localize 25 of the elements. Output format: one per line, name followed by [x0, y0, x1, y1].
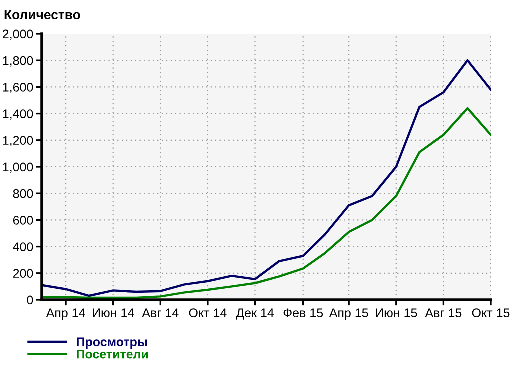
x-tick-label: Окт 14: [189, 308, 227, 318]
x-tick-label: Авг 15: [425, 308, 462, 318]
y-tick-label: 1,600: [3, 83, 34, 94]
x-tick-label: Апр 15: [329, 308, 368, 320]
x-tick-label: Июн 15: [376, 308, 418, 318]
y-tick-label: 1,200: [3, 136, 34, 147]
y-axis-title: Количество: [4, 10, 80, 20]
x-tick-label: Окт 15: [472, 308, 510, 318]
y-tick-label: 0: [27, 296, 34, 305]
x-tick-label: Авг 14: [142, 308, 179, 318]
x-tick-label: Апр 14: [46, 308, 86, 320]
y-tick-label: 1,000: [3, 162, 34, 174]
x-tick-label: Июн 14: [93, 308, 134, 318]
y-tick-label: 1,800: [3, 56, 34, 67]
line-series: [42, 59, 491, 298]
y-tick-label: 1,400: [3, 110, 34, 120]
legend-label: Просмотры: [77, 338, 148, 349]
x-tick-label: Фев 15: [284, 308, 324, 318]
y-tick-label: 600: [13, 216, 34, 225]
x-tick-label: Дек 14: [236, 308, 274, 320]
legend-label: Посетители: [77, 350, 148, 359]
y-tick-label: 400: [13, 242, 34, 252]
y-tick-label: 2,000: [3, 30, 34, 40]
y-tick-label: 800: [13, 189, 34, 198]
y-tick-label: 200: [13, 269, 34, 278]
